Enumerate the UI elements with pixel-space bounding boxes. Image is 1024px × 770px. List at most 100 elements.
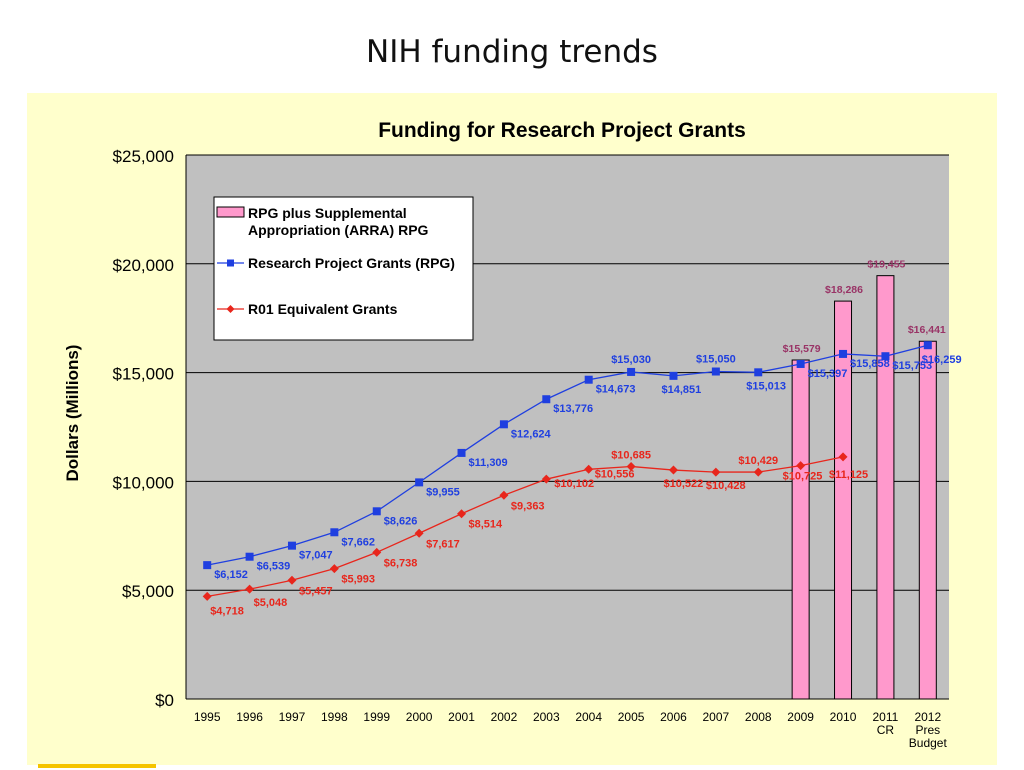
- data-point: [584, 375, 593, 384]
- data-label: $10,102: [554, 478, 594, 490]
- data-point: [287, 541, 296, 550]
- legend-label: Research Project Grants (RPG): [248, 255, 455, 271]
- data-point: [838, 452, 848, 462]
- x-tick-label: 2012: [914, 710, 941, 724]
- chart-panel: Funding for Research Project Grants Doll…: [27, 93, 997, 765]
- y-tick-label: $15,000: [113, 365, 174, 384]
- data-label: $10,428: [706, 480, 746, 492]
- footer-accent-bar: [38, 764, 156, 768]
- data-point: [457, 509, 467, 519]
- data-point: [372, 507, 381, 516]
- data-label: $7,662: [341, 536, 375, 548]
- bar: [876, 275, 895, 700]
- series-line: [207, 344, 928, 566]
- y-tick-label: $20,000: [113, 256, 174, 275]
- data-label: $19,455: [867, 259, 905, 271]
- data-point: [796, 359, 805, 368]
- chart-title: Funding for Research Project Grants: [378, 119, 746, 142]
- x-tick-label: 2006: [660, 710, 687, 724]
- bar: [918, 340, 937, 700]
- data-label: $15,858: [850, 358, 890, 370]
- data-point: [499, 490, 509, 500]
- data-label: $10,522: [663, 478, 703, 490]
- x-tick-label: 1995: [194, 710, 221, 724]
- data-label: $15,579: [783, 343, 821, 355]
- data-point: [287, 575, 297, 585]
- data-point: [203, 561, 212, 570]
- x-tick-label: 1997: [279, 710, 306, 724]
- x-tick-label: Budget: [909, 736, 948, 750]
- data-point: [245, 552, 254, 561]
- x-tick-label: 2005: [618, 710, 645, 724]
- data-label: $15,030: [611, 354, 651, 366]
- data-label: $15,753: [892, 360, 932, 372]
- data-point: [541, 474, 551, 484]
- data-point: [754, 368, 763, 377]
- series-line: [207, 456, 844, 597]
- bar: [834, 300, 853, 700]
- data-label: $8,626: [384, 515, 418, 527]
- data-label: $15,013: [746, 380, 786, 392]
- slide-title: NIH funding trends: [366, 34, 658, 70]
- data-point: [796, 461, 806, 471]
- x-tick-label: 2004: [575, 710, 602, 724]
- data-label: $5,048: [254, 597, 288, 609]
- x-tick-label: 2011: [873, 710, 899, 724]
- plot-area: $0 $5,000 $10,000 $15,000 $20,000 $25,000 1995…: [113, 147, 962, 750]
- data-label: $5,457: [299, 585, 333, 597]
- x-tick-label: 2003: [533, 710, 560, 724]
- data-point: [542, 395, 551, 404]
- x-tick-label: Pres: [915, 723, 940, 737]
- x-tick-label: 2008: [745, 710, 772, 724]
- data-point: [668, 465, 678, 475]
- data-label: $9,363: [511, 500, 545, 512]
- data-label: $8,514: [469, 519, 504, 531]
- x-tick-label: 1999: [363, 710, 390, 724]
- data-label: $16,441: [908, 324, 946, 336]
- x-tick-label: 1998: [321, 710, 348, 724]
- data-point: [923, 341, 932, 350]
- data-label: $6,539: [257, 561, 291, 573]
- data-point: [415, 478, 424, 487]
- data-label: $18,286: [825, 284, 863, 296]
- x-tick-label: CR: [877, 723, 895, 737]
- data-point: [329, 564, 339, 574]
- data-point: [330, 528, 339, 537]
- x-tick-label: 2001: [448, 710, 475, 724]
- x-tick-label: 1996: [236, 710, 263, 724]
- data-label: $7,617: [426, 538, 460, 550]
- data-label: $7,047: [299, 550, 333, 562]
- data-label: $6,738: [384, 557, 418, 569]
- data-point: [881, 352, 890, 361]
- data-point: [711, 467, 721, 477]
- data-label: $5,993: [341, 574, 375, 586]
- data-label: $12,624: [511, 428, 552, 440]
- data-point: [245, 584, 255, 594]
- data-label: $15,050: [696, 354, 736, 366]
- data-point: [626, 461, 636, 471]
- data-label: $13,776: [553, 403, 593, 415]
- x-tick-label: 2010: [830, 710, 857, 724]
- data-label: $16,259: [922, 354, 962, 366]
- data-label: $11,309: [469, 457, 508, 469]
- y-tick-label: $25,000: [113, 147, 174, 166]
- y-tick-label: $0: [155, 691, 174, 710]
- data-point: [584, 464, 594, 474]
- data-label: $9,955: [426, 486, 460, 498]
- legend-marker: [226, 305, 235, 313]
- x-tick-label: 2002: [491, 710, 518, 724]
- data-label: $10,556: [595, 468, 635, 480]
- data-point: [669, 371, 678, 380]
- data-label: $6,152: [214, 569, 248, 581]
- legend-label: Appropriation (ARRA) RPG: [248, 222, 429, 238]
- data-label: $10,685: [611, 449, 651, 461]
- y-axis-title: Dollars (Millions): [63, 345, 82, 482]
- funding-chart: Funding for Research Project Grants Doll…: [63, 119, 962, 750]
- data-label: $10,725: [783, 471, 823, 483]
- legend-label: RPG plus Supplemental: [248, 205, 407, 221]
- data-point: [372, 547, 382, 557]
- x-tick-label: 2007: [703, 710, 730, 724]
- y-tick-label: $5,000: [122, 582, 174, 601]
- data-point: [711, 367, 720, 376]
